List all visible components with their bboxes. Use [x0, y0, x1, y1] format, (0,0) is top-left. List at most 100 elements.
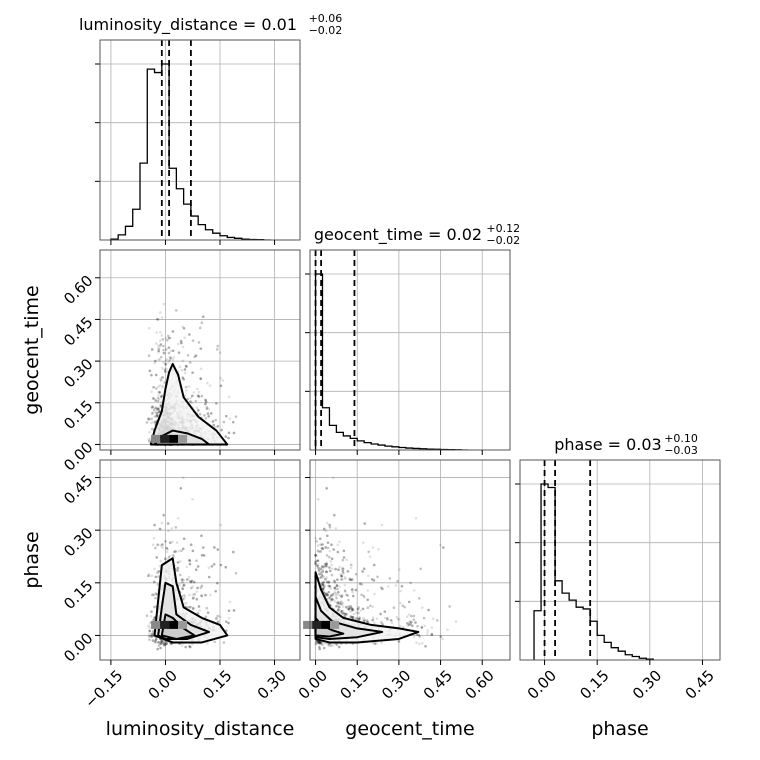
scatter-point: [170, 527, 174, 530]
scatter-point: [154, 638, 158, 642]
scatter-point: [154, 373, 158, 377]
scatter-point: [198, 326, 202, 330]
scatter-point: [182, 578, 185, 582]
scatter-point: [180, 549, 183, 553]
scatter-point: [213, 546, 216, 549]
scatter-point: [204, 593, 207, 597]
scatter-point: [150, 417, 153, 421]
scatter-point: [188, 333, 191, 336]
scatter-point: [145, 614, 149, 617]
scatter-point: [164, 640, 167, 644]
scatter-point: [222, 641, 226, 644]
scatter-point: [188, 579, 192, 583]
scatter-point: [216, 344, 219, 348]
scatter-point: [163, 368, 167, 371]
scatter-point: [183, 368, 187, 371]
scatter-point: [200, 584, 204, 588]
scatter-point: [184, 364, 188, 368]
scatter-point: [200, 594, 204, 598]
scatter-point: [160, 394, 164, 398]
scatter-point: [159, 559, 163, 563]
scatter-point: [194, 568, 198, 572]
scatter-point: [172, 550, 176, 554]
scatter-point: [168, 355, 172, 359]
scatter-point: [159, 642, 163, 645]
scatter-point: [182, 378, 186, 381]
scatter-point: [194, 399, 198, 403]
scatter-point: [179, 487, 183, 490]
scatter-point: [151, 412, 154, 415]
scatter-point: [197, 395, 201, 398]
scatter-point: [162, 641, 165, 645]
scatter-point: [158, 391, 162, 394]
scatter-point: [180, 549, 183, 553]
scatter-point: [174, 526, 178, 529]
scatter-point: [234, 571, 238, 575]
scatter-point: [153, 361, 156, 365]
scatter-point: [165, 338, 169, 342]
contour-level-0: [149, 362, 229, 446]
scatter-point: [157, 318, 160, 321]
scatter-point: [162, 344, 165, 348]
scatter-point: [186, 605, 190, 609]
scatter-point: [210, 564, 214, 568]
scatter-point: [155, 408, 159, 411]
scatter-point: [188, 579, 192, 583]
scatter-point: [160, 334, 164, 337]
scatter-point: [148, 418, 151, 422]
scatter-point: [196, 586, 199, 590]
scatter-point: [177, 351, 181, 354]
scatter-point: [169, 336, 172, 340]
scatter-point: [157, 349, 160, 353]
scatter-point: [151, 593, 154, 597]
scatter-point: [156, 543, 159, 546]
scatter-point: [231, 420, 235, 424]
scatter-point: [197, 605, 201, 608]
scatter-point: [161, 543, 164, 546]
scatter-point: [151, 543, 155, 547]
scatter-point: [204, 398, 208, 402]
scatter-point: [156, 396, 160, 400]
scatter-point: [191, 549, 195, 553]
scatter-point: [220, 428, 223, 432]
scatter-point: [180, 578, 184, 581]
scatter-point: [227, 436, 230, 440]
scatter-point: [194, 568, 198, 572]
scatter-point: [200, 584, 204, 588]
scatter-point: [204, 593, 207, 597]
scatter-point: [154, 415, 157, 419]
scatter-point: [152, 397, 156, 400]
scatter-point: [222, 641, 226, 644]
scatter-point: [199, 347, 203, 350]
scatter-point: [163, 644, 166, 647]
scatter-point: [224, 565, 228, 569]
scatter-point: [177, 351, 181, 354]
scatter-point: [205, 606, 209, 610]
scatter-point: [152, 408, 156, 411]
scatter-point: [171, 554, 175, 557]
scatter-point: [192, 596, 195, 600]
scatter-point: [159, 403, 163, 407]
scatter-point: [181, 597, 185, 601]
scatter-point: [166, 522, 170, 525]
scatter-point: [193, 355, 196, 359]
scatter-point: [232, 431, 236, 435]
scatter-point: [152, 397, 156, 400]
scatter-point: [154, 399, 158, 402]
scatter-point: [176, 561, 180, 564]
scatter-point: [180, 369, 184, 372]
scatter-point: [157, 570, 161, 573]
scatter-point: [214, 589, 218, 593]
panel-frame: [99, 39, 301, 241]
scatter-point: [174, 526, 178, 529]
scatter-point: [147, 417, 150, 420]
scatter-point: [171, 358, 175, 361]
scatter-point: [153, 410, 157, 414]
scatter-point: [183, 371, 187, 375]
scatter-point: [186, 605, 190, 609]
scatter-point: [150, 632, 154, 636]
scatter-point: [157, 570, 161, 573]
scatter-point: [200, 553, 204, 557]
scatter-point: [151, 593, 154, 597]
scatter-point: [162, 351, 166, 355]
